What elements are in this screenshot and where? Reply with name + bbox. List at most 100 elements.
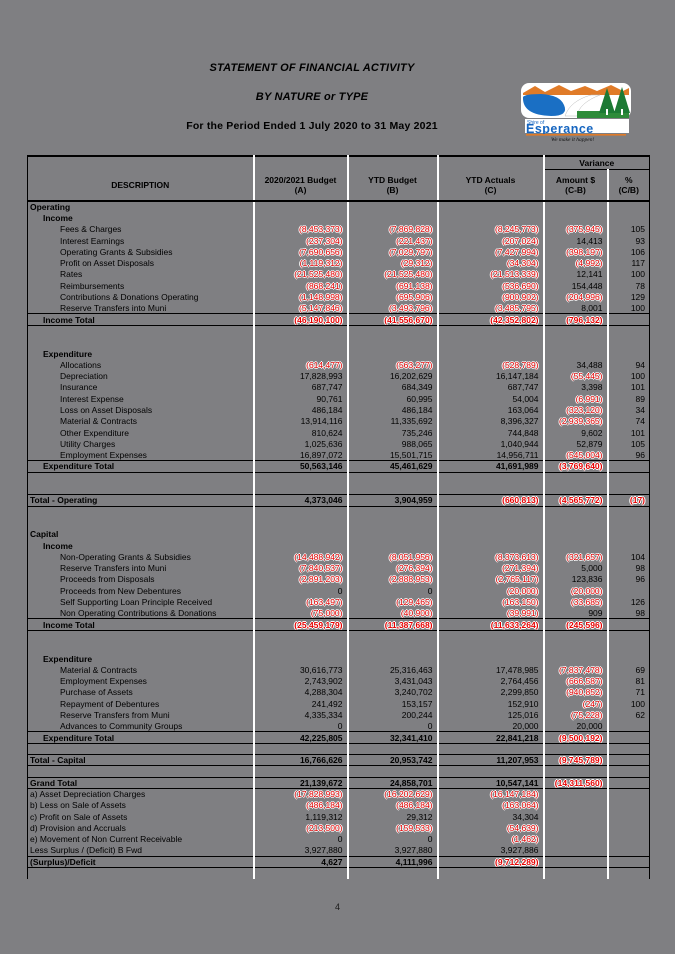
row-label: Other Expenditure (60, 427, 129, 438)
report-subtitle: BY NATURE or TYPE (255, 91, 369, 103)
cell-value: 241,492 (252, 698, 348, 710)
cell-value (252, 212, 348, 224)
cell-value (436, 517, 544, 529)
cell-value: 22,841,218 (436, 731, 544, 744)
cell-value: 3,240,702 (346, 686, 438, 699)
cell-value: (321,657) (542, 551, 608, 563)
cell-value: 94 (606, 359, 650, 371)
cell-value: (5,147,846) (252, 302, 348, 314)
cell-value (346, 325, 438, 337)
cell-value: 16,147,184 (436, 370, 544, 382)
cell-value: 687,747 (436, 381, 544, 394)
table-row: Advances to Community Groups 0 0 20,000 20,0… (28, 720, 650, 732)
logo-tagline: We make it happen! (551, 137, 594, 142)
cell-value: 24,858,701 (346, 776, 438, 789)
row-label: d) Provision and Accruals (30, 822, 126, 833)
table-row (28, 483, 650, 495)
cell-value: (20,000) (436, 585, 544, 597)
cell-value (542, 472, 608, 484)
cell-value: 20,000 (542, 720, 608, 732)
cell-value (436, 201, 544, 213)
cell-value (606, 822, 650, 834)
cell-value: (33,685) (542, 596, 608, 608)
cell-value: 0 (346, 720, 438, 732)
cell-value: (21,513,339) (436, 268, 544, 281)
table-row: Allocations (614,477) (563,277) (528,789) 34… (28, 359, 650, 371)
cell-value (252, 743, 348, 755)
cell-value: 98 (606, 562, 650, 574)
cell-value (542, 799, 608, 812)
table-row: Reserve Transfers into Muni (7,840,537) (2… (28, 562, 650, 574)
cell-value: (20,000) (542, 585, 608, 597)
row-label (28, 766, 254, 777)
cell-value: 60,995 (346, 393, 438, 405)
cell-value: 89 (606, 393, 650, 405)
cell-value: 735,246 (346, 426, 438, 439)
cell-value (606, 776, 650, 789)
logo-underline (526, 134, 626, 136)
row-label: Income (43, 212, 73, 223)
cell-value: (486,184) (346, 799, 438, 812)
table-row (28, 867, 650, 879)
cell-value: 81 (606, 675, 650, 687)
logo-shire-label: Shire of (527, 120, 545, 126)
cell-value (436, 212, 544, 224)
cell-value (436, 336, 544, 348)
cell-value (606, 844, 650, 857)
cell-value (436, 641, 544, 653)
cell-value: 13,914,116 (252, 415, 348, 427)
cell-value: 106 (606, 246, 650, 258)
table-row: Rates (21,525,480) (21,525,480) (21,513,339… (28, 268, 650, 281)
cell-value (542, 833, 608, 845)
cell-value: 684,349 (346, 381, 438, 394)
cell-value: (9,712,289) (436, 855, 544, 869)
cell-value: 4,335,334 (252, 709, 348, 721)
cell-value: 687,747 (252, 381, 348, 394)
table-row (28, 472, 650, 484)
row-label: Non Operating Contributions & Donations (60, 608, 217, 619)
table-row: Income Total (25,459,179) (11,387,668) (11,… (27, 618, 650, 631)
row-label (28, 743, 254, 754)
cell-value (436, 472, 544, 484)
table-row (28, 743, 650, 755)
cell-value: 10,547,141 (436, 776, 544, 789)
cell-value: 163,064 (436, 404, 544, 416)
cell-value (606, 641, 650, 653)
column-header: YTD Budget (B) (346, 169, 438, 202)
row-label (28, 483, 254, 494)
cell-value (606, 867, 650, 879)
cell-value: (545,004) (542, 449, 608, 461)
cell-value: 30,616,773 (252, 664, 348, 676)
cell-value: (2,765,117) (436, 573, 544, 586)
cell-value (542, 765, 608, 778)
cell-value: 3,904,959 (346, 494, 438, 507)
cell-value: 117 (606, 257, 650, 269)
cell-value: (4,565,772) (542, 494, 608, 507)
cell-value: (4,992) (542, 257, 608, 269)
table-row: Purchase of Assets 4,288,304 3,240,702 2,29… (28, 686, 650, 699)
cell-value (252, 641, 348, 653)
table-row: Less Surplus / (Deficit) B Fwd 3,927,880 3… (28, 844, 650, 857)
cell-value (606, 528, 650, 540)
page-number: 4 (334, 902, 340, 912)
row-label: Proceeds from Disposals (60, 574, 155, 585)
cell-value (606, 483, 650, 495)
cell-value (436, 743, 544, 755)
cell-value: 154,448 (542, 280, 608, 292)
cell-value (346, 201, 438, 213)
cell-value (252, 528, 348, 540)
row-label: Employment Expenses (60, 676, 147, 687)
cell-value (436, 506, 544, 518)
cell-value (436, 652, 544, 665)
cell-value: 62 (606, 709, 650, 721)
cell-value: 16,766,626 (252, 754, 348, 767)
cell-value (252, 539, 348, 552)
cell-value: (14,311,560) (542, 776, 608, 789)
row-label: Loss on Asset Disposals (60, 404, 153, 415)
row-label: Expenditure Total (27, 731, 254, 744)
table-row: b) Less on Sale of Assets (486,184) (486,1… (28, 799, 650, 812)
cell-value: (695,906) (346, 291, 438, 303)
table-row (28, 630, 650, 642)
cell-value: (34,304) (436, 257, 544, 269)
row-label: Fees & Charges (60, 224, 122, 235)
